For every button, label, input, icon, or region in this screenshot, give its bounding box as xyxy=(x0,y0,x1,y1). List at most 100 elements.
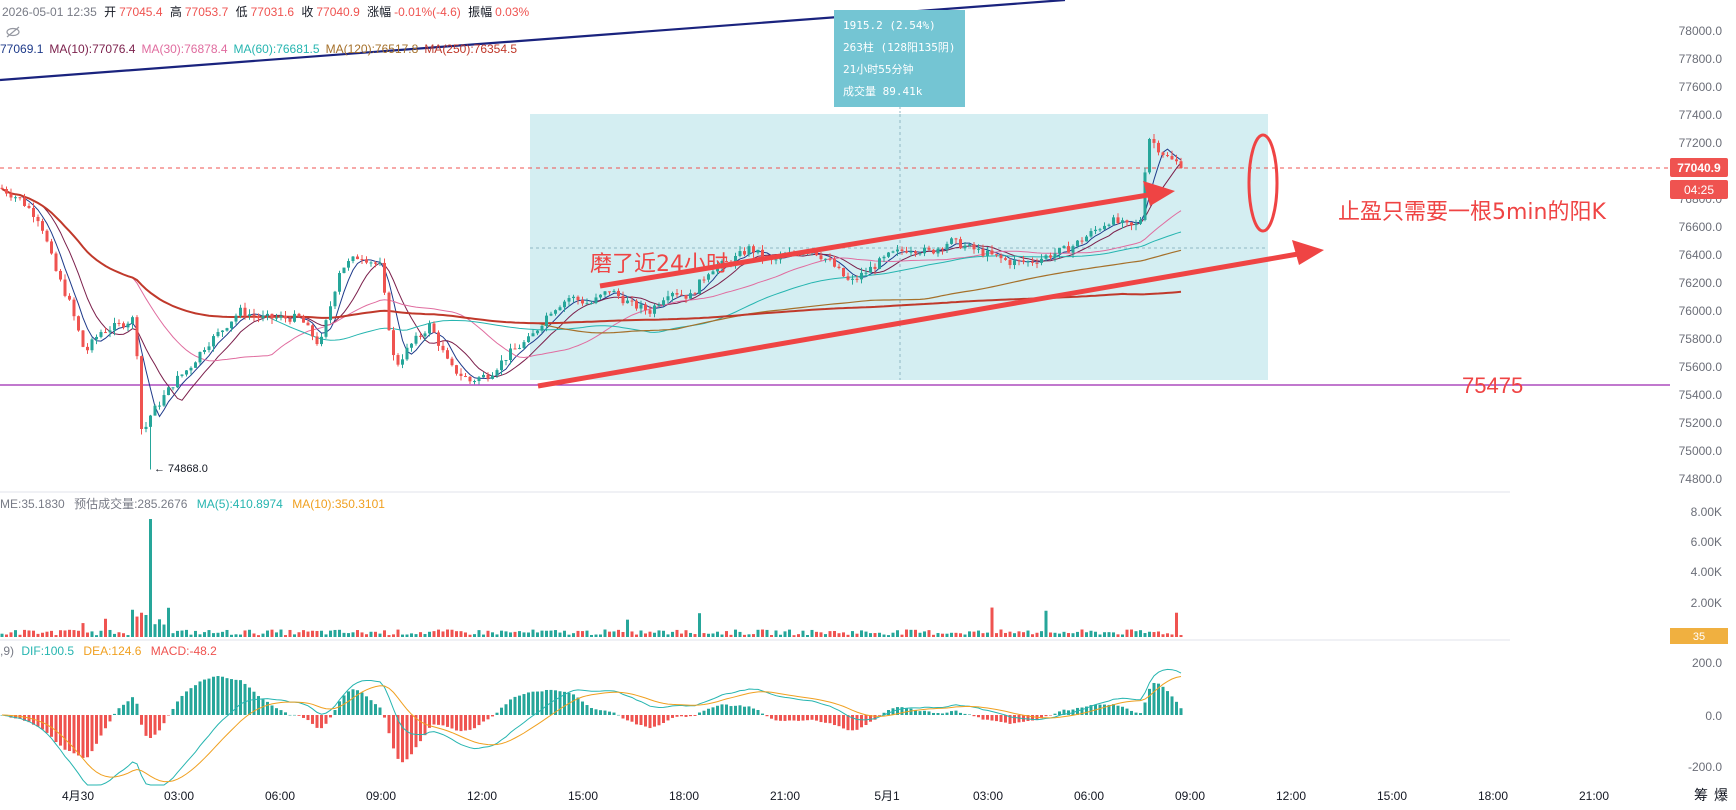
macd-bar xyxy=(401,715,404,763)
candle-body xyxy=(833,259,836,267)
candle-body xyxy=(752,246,755,253)
volume-bar xyxy=(923,631,926,637)
macd-bar xyxy=(45,715,49,733)
candle-body xyxy=(1031,261,1034,263)
volume-bar xyxy=(50,630,53,637)
candle-body xyxy=(950,238,953,244)
macd-bar xyxy=(824,715,827,723)
consolidation-box[interactable] xyxy=(530,114,1268,380)
macd-bar xyxy=(999,715,1003,722)
measure-line-2: 263柱 (128阳135阴) xyxy=(843,40,955,54)
macd-bar xyxy=(387,715,391,734)
liquidation-icon[interactable]: 爆 xyxy=(1714,788,1728,804)
volume-bar xyxy=(324,634,328,637)
candle-body xyxy=(707,274,710,280)
volume-bar xyxy=(311,630,314,637)
volume-bar xyxy=(522,632,526,637)
volume-bar xyxy=(797,634,800,637)
volume-bar xyxy=(18,634,22,637)
macd-bar xyxy=(68,715,71,751)
volume-bar xyxy=(230,634,233,637)
candle-body xyxy=(59,270,62,280)
time-axis[interactable]: 4月30 03:00 06:00 09:00 12:00 15:00 18:00 21:00 5… xyxy=(62,789,1609,803)
candle-body xyxy=(932,249,935,254)
volume-bar xyxy=(788,629,791,637)
macd-bar xyxy=(1134,712,1138,715)
macd-bar xyxy=(572,694,575,715)
candle-body xyxy=(698,279,701,295)
candle-body xyxy=(0,187,4,190)
candle-body xyxy=(518,347,521,349)
macd-bar xyxy=(257,696,260,715)
candle-body xyxy=(675,292,679,295)
candle-body xyxy=(432,323,436,333)
macd-bar xyxy=(774,715,778,721)
volume-bar xyxy=(995,633,998,637)
candle-body xyxy=(401,359,404,365)
candle-body xyxy=(815,250,818,256)
volume-bar xyxy=(36,633,40,637)
volume-bar xyxy=(1179,635,1183,637)
macd-bar xyxy=(603,710,607,715)
candle-body xyxy=(486,374,490,379)
measure-line-4: 成交量 89.41k xyxy=(843,84,923,98)
candle-body xyxy=(671,292,674,297)
volume-bar xyxy=(396,629,400,637)
candle-body xyxy=(338,273,341,292)
candle-body xyxy=(77,316,80,331)
macd-bar xyxy=(599,710,602,715)
candle-body xyxy=(131,317,134,324)
candle-body xyxy=(1017,260,1021,262)
price-tick: 76600.0 xyxy=(1679,220,1723,234)
macd-bar xyxy=(126,701,130,715)
volume-bar xyxy=(761,629,764,637)
macd-bar xyxy=(77,715,80,756)
candle-body xyxy=(185,370,188,375)
volume-bar xyxy=(383,630,386,637)
price-tick: 77400.0 xyxy=(1679,108,1723,122)
volume-bar xyxy=(356,630,359,637)
candle-body xyxy=(428,323,431,334)
volume-bar xyxy=(167,607,170,637)
candle-body xyxy=(455,365,458,374)
volume-tick: 2.00K xyxy=(1691,596,1722,610)
volume-bar xyxy=(612,631,616,637)
candle-body xyxy=(549,313,553,316)
volume-bar xyxy=(918,632,922,637)
volume-bar xyxy=(1112,632,1115,637)
macd-bar xyxy=(1026,715,1030,722)
price-tick: 77800.0 xyxy=(1679,52,1723,66)
macd-bar xyxy=(311,715,314,724)
macd-bar xyxy=(788,715,791,721)
candle-body xyxy=(968,244,971,246)
volume-bar xyxy=(473,634,476,637)
candle-body xyxy=(360,259,364,261)
macd-bar xyxy=(144,715,148,736)
volume-bar xyxy=(203,632,206,637)
volume-bar xyxy=(1049,632,1052,637)
macd-bar xyxy=(518,695,521,715)
candle-body xyxy=(531,333,535,337)
eye-icon[interactable] xyxy=(6,26,20,38)
candle-body xyxy=(576,296,580,301)
chip-icon[interactable]: 筹 xyxy=(1694,787,1708,804)
candle-body xyxy=(1067,246,1070,253)
volume-bar xyxy=(950,632,953,637)
volume-bar xyxy=(1017,631,1021,637)
macd-bar xyxy=(1013,715,1016,724)
candle-body xyxy=(320,336,323,345)
volume-bar xyxy=(693,634,697,637)
macd-bar xyxy=(783,715,787,721)
candle-body xyxy=(594,297,598,303)
time-tick: 15:00 xyxy=(1377,789,1407,803)
candle-body xyxy=(572,296,575,299)
candle-body xyxy=(540,325,544,331)
macd-bar xyxy=(360,692,364,715)
price-axis[interactable]: 78000.077800.077600.077400.077200.077000… xyxy=(1679,24,1723,486)
candle-body xyxy=(1058,248,1061,254)
macd-bar xyxy=(1080,707,1084,715)
volume-bar xyxy=(270,629,274,637)
volume-bar xyxy=(594,634,598,637)
macd-bar xyxy=(122,704,125,715)
